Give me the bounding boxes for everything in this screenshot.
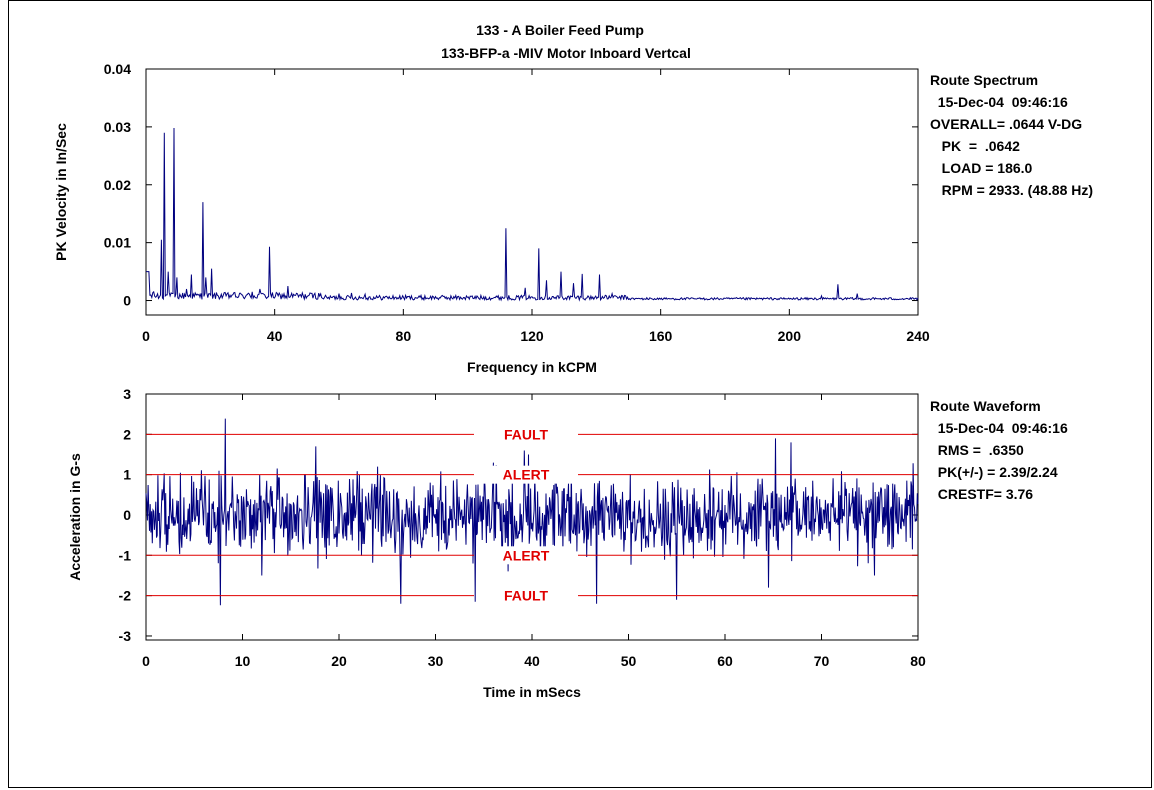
- alarm-limits: FAULT ALERT ALERT FAULT: [146, 425, 918, 605]
- info-line: RMS = .6350: [930, 442, 1024, 458]
- info-line: Route Spectrum: [930, 72, 1038, 88]
- x-tick-label: 120: [520, 328, 544, 344]
- info-line: CRESTF= 3.76: [930, 486, 1033, 502]
- waveform-y-axis-label: Acceleration in G-s: [67, 453, 83, 581]
- x-tick-label: 70: [814, 653, 830, 669]
- chart-title: 133 - A Boiler Feed Pump: [476, 22, 644, 38]
- limit-label: ALERT: [503, 467, 550, 483]
- limit-label-bg: [476, 465, 576, 484]
- x-tick-label: 160: [649, 328, 673, 344]
- info-line: RPM = 2933. (48.88 Hz): [930, 182, 1093, 198]
- info-line: OVERALL= .0644 V-DG: [930, 116, 1082, 132]
- y-tick-label: 0.03: [104, 119, 131, 135]
- spectrum-panel: 0 40 80 120 160 200 240 0 0.01 0.02 0.03 0.04 Frequ…: [53, 61, 1093, 375]
- x-tick-label: 40: [524, 653, 540, 669]
- info-line: 15-Dec-04 09:46:16: [930, 94, 1068, 110]
- y-tick-label: -1: [119, 547, 132, 563]
- waveform-trace: [145, 418, 919, 606]
- x-tick-label: 40: [267, 328, 283, 344]
- x-tick-label: 60: [717, 653, 733, 669]
- limit-label: FAULT: [504, 426, 549, 442]
- y-tick-label: 0.01: [104, 235, 131, 251]
- info-line: 15-Dec-04 09:46:16: [930, 420, 1068, 436]
- y-tick-label: 0.04: [104, 61, 131, 77]
- limit-label: FAULT: [504, 588, 549, 604]
- info-line: LOAD = 186.0: [930, 160, 1033, 176]
- x-tick-label: 200: [778, 328, 802, 344]
- x-tick-label: 0: [142, 653, 150, 669]
- spectrum-plot-area: [145, 68, 919, 316]
- limit-label-bg: [476, 586, 576, 605]
- x-tick-label: 240: [906, 328, 930, 344]
- x-tick-label: 20: [331, 653, 347, 669]
- y-tick-label: 0.02: [104, 177, 131, 193]
- spectrum-x-axis-label: Frequency in kCPM: [467, 359, 597, 375]
- y-tick-label: 1: [123, 467, 131, 483]
- waveform-ticks: 0 10 20 30 40 50 60 70 80 -3 -2 -1 0 1 2 3: [119, 386, 926, 669]
- x-tick-label: 80: [910, 653, 926, 669]
- spectrum-trace: [146, 127, 919, 302]
- info-line: PK(+/-) = 2.39/2.24: [930, 464, 1058, 480]
- info-line: Route Waveform: [930, 398, 1041, 414]
- y-tick-label: 3: [123, 386, 131, 402]
- limit-label: ALERT: [503, 547, 550, 563]
- x-tick-label: 30: [428, 653, 444, 669]
- y-tick-label: 0: [123, 507, 131, 523]
- y-tick-label: -3: [119, 628, 132, 644]
- spectrum-y-axis-label: PK Velocity in In/Sec: [53, 123, 69, 261]
- waveform-info-block: Route Waveform 15-Dec-04 09:46:16 RMS = …: [930, 398, 1068, 502]
- waveform-panel: 0 10 20 30 40 50 60 70 80 -3 -2 -1 0 1 2 3 FAULT ALERT AL…: [67, 386, 1068, 700]
- waveform-x-axis-label: Time in mSecs: [483, 684, 581, 700]
- x-tick-label: 50: [621, 653, 637, 669]
- spectrum-info-block: Route Spectrum 15-Dec-04 09:46:16 OVERALL…: [930, 72, 1093, 198]
- chart-subtitle: 133-BFP-a -MIV Motor Inboard Vertcal: [441, 45, 691, 61]
- x-tick-label: 0: [142, 328, 150, 344]
- limit-label-bg: [476, 546, 576, 565]
- info-line: PK = .0642: [930, 138, 1020, 154]
- limit-label-bg: [476, 425, 576, 444]
- y-tick-label: 2: [123, 426, 131, 442]
- x-tick-label: 80: [396, 328, 412, 344]
- spectrum-ticks: 0 40 80 120 160 200 240 0 0.01 0.02 0.03 0.04: [104, 61, 930, 344]
- y-tick-label: 0: [123, 293, 131, 309]
- y-tick-label: -2: [119, 588, 132, 604]
- x-tick-label: 10: [235, 653, 251, 669]
